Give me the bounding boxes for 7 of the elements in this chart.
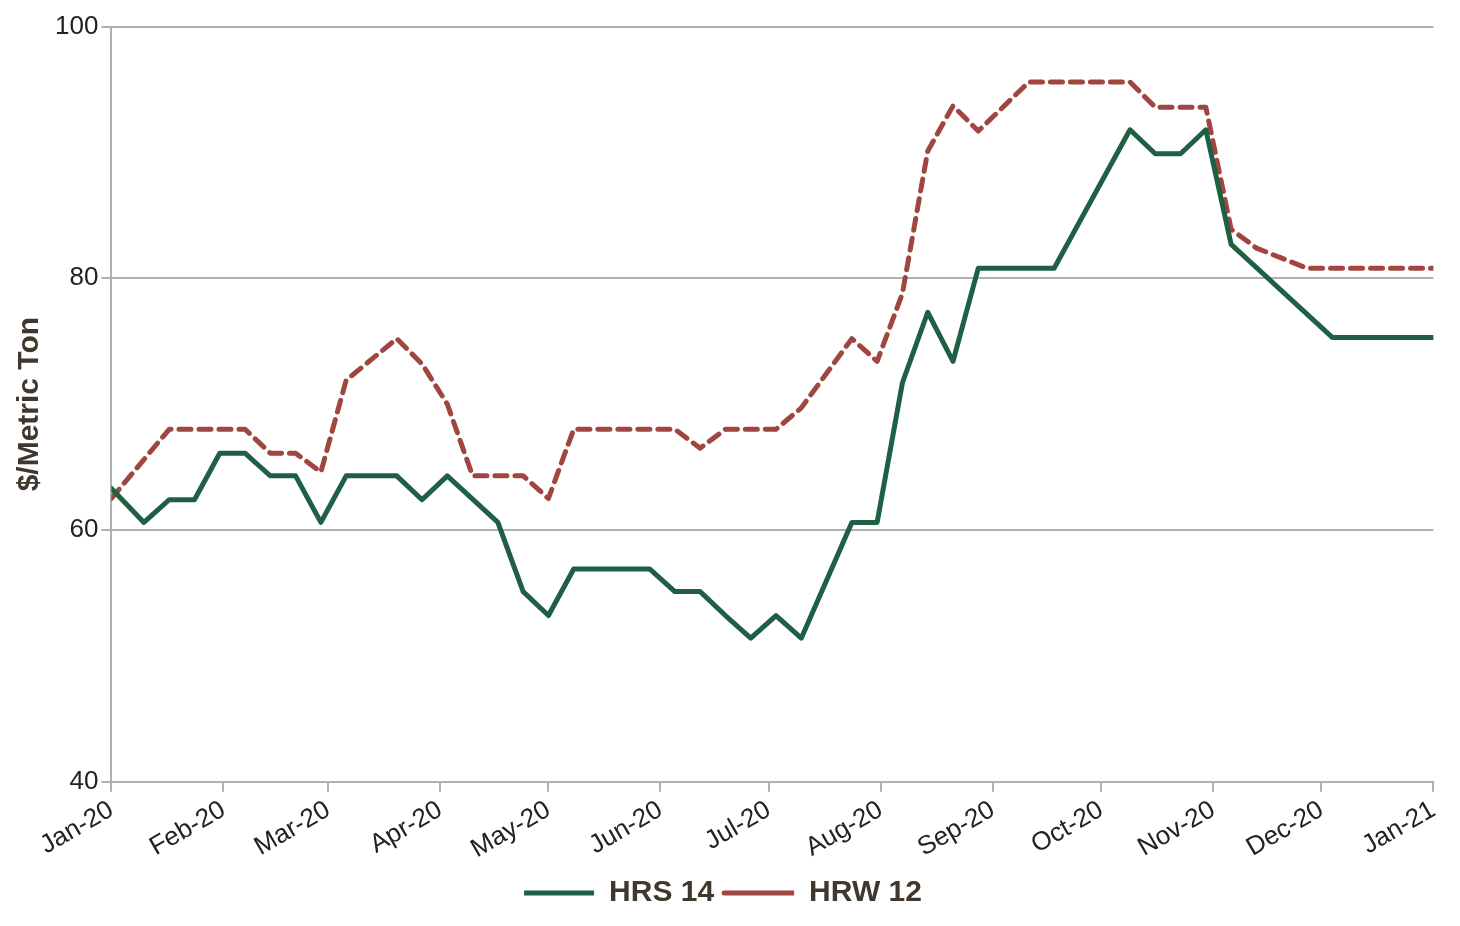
- y-tick-label: 100: [54, 9, 99, 40]
- y-axis-title: $/Metric Ton: [11, 316, 45, 492]
- y-tick-label: 60: [69, 513, 99, 544]
- y-tick-label: 40: [69, 764, 99, 795]
- legend-label: HRW 12: [809, 874, 922, 908]
- legend-label: HRS 14: [609, 874, 715, 908]
- y-tick-label: 80: [69, 261, 99, 292]
